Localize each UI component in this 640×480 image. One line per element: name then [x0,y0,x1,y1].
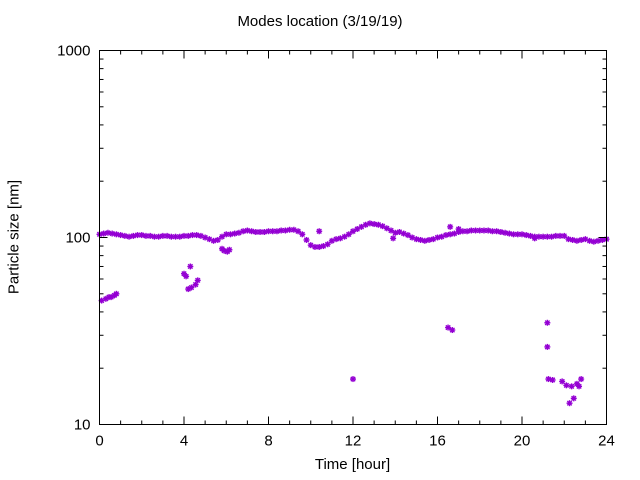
x-tick-label: 0 [95,433,103,450]
data-point [570,395,577,402]
y-tick-label: 10 [74,417,91,434]
data-point [316,243,323,250]
data-point [531,235,538,242]
chart-title: Modes location (3/19/19) [237,13,403,30]
data-point [540,233,547,240]
data-point [273,228,280,235]
data-point [434,234,441,241]
data-point [404,232,411,239]
data-points [96,220,610,407]
data-point [345,231,352,238]
x-tick-label: 8 [264,433,272,450]
x-tick-label: 16 [429,433,446,450]
x-axis-label: Time [hour] [314,456,391,473]
data-point [282,227,289,234]
y-tick-label: 1000 [57,43,90,60]
data-point [586,237,593,244]
data-point [544,343,551,350]
y-axis-label: Particle size [nm] [5,179,23,295]
data-point [464,228,471,235]
data-point [223,231,230,238]
data-point [383,225,390,232]
data-point [489,228,496,235]
data-point [561,232,568,239]
data-point [187,263,194,270]
data-point [183,273,190,280]
data-point [392,229,399,236]
data-point [485,227,492,234]
data-point [185,232,192,239]
data-point [214,236,221,243]
data-point [350,228,356,235]
data-point [493,228,500,235]
x-tick-label: 20 [514,433,531,450]
data-point [388,227,395,234]
data-point [447,223,454,230]
data-point [350,376,356,383]
data-point [455,226,462,233]
data-point [449,327,456,334]
data-point [445,324,452,331]
data-point [134,232,141,239]
plot-frame [99,50,607,425]
x-tick-label: 24 [598,433,615,450]
data-point [563,382,570,389]
data-point [549,376,556,383]
data-point [544,319,551,326]
y-tick-label: 100 [65,230,90,247]
data-point [269,228,276,235]
data-point [244,227,251,234]
data-point [566,400,573,407]
axis-ticks: 0 4 8 12 16 20 24 10 100 1000 [57,43,615,450]
data-point [599,236,606,243]
data-point [430,236,437,243]
data-point [299,231,306,238]
data-point [324,241,331,248]
data-point [226,246,233,253]
data-point [188,284,195,291]
data-point [126,233,133,240]
data-point [568,383,575,390]
data-point [240,228,247,235]
data-point [194,277,201,284]
x-tick-label: 4 [180,433,188,450]
data-point [497,229,504,236]
data-point [559,378,566,385]
data-point [548,233,555,240]
data-point [578,376,585,383]
data-point [595,237,602,244]
data-point [413,236,420,243]
data-point [303,236,310,243]
data-point [261,229,268,236]
data-point [219,233,226,240]
data-point [248,228,255,235]
x-tick-label: 12 [345,433,362,450]
data-point [576,383,583,390]
data-point [316,228,323,235]
data-point [113,290,120,297]
data-point [390,235,397,242]
data-point [341,233,348,240]
data-point [295,228,302,235]
